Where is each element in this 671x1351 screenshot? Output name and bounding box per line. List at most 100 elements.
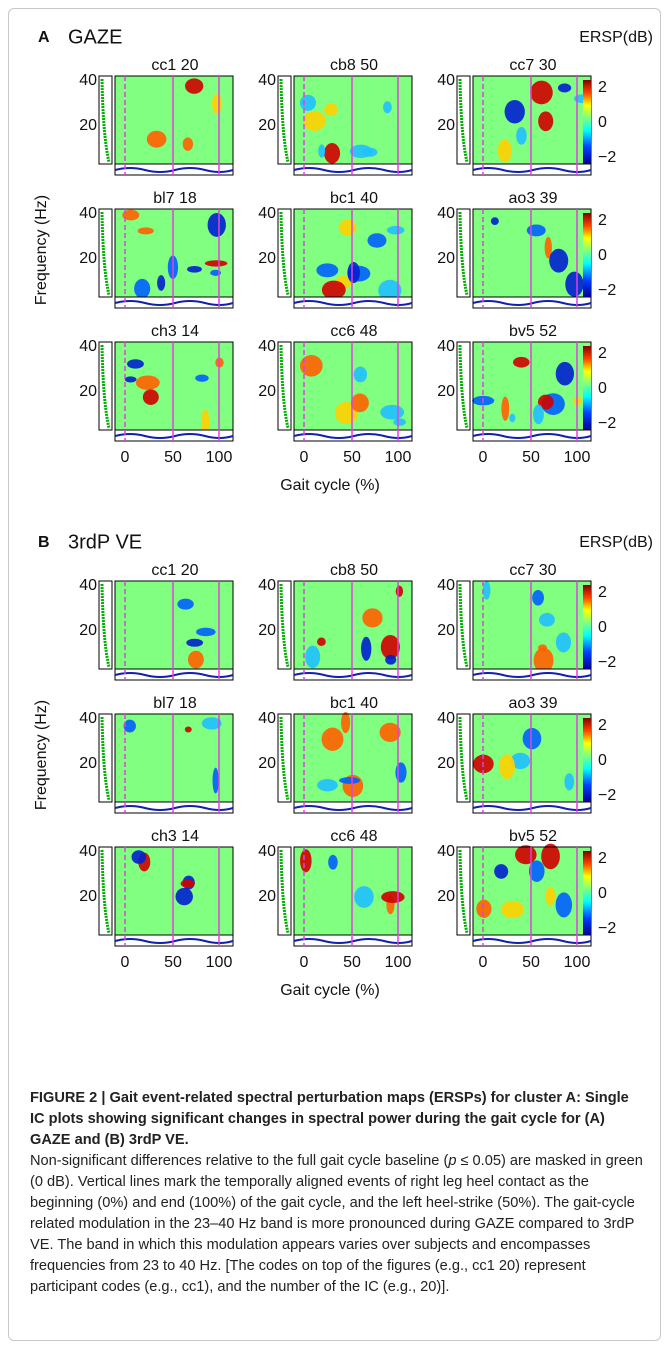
blob — [565, 271, 584, 297]
blob — [196, 627, 216, 637]
blob — [142, 389, 159, 405]
blob — [186, 265, 202, 273]
colorbar-tick-label: −2 — [598, 654, 616, 671]
blob — [177, 598, 194, 610]
colorbar — [583, 346, 591, 430]
x-tick-label: 100 — [385, 954, 412, 971]
blob — [482, 581, 491, 600]
freq-curve — [100, 849, 111, 934]
blob — [381, 891, 405, 903]
event-wave — [472, 805, 592, 811]
blob — [522, 727, 542, 750]
blob — [187, 650, 204, 669]
y-tick-label: 40 — [437, 338, 455, 355]
y-tick-label: 20 — [79, 250, 97, 267]
blob — [555, 361, 574, 386]
unit-label: ERSP(dB) — [579, 534, 653, 551]
event-wave — [114, 672, 234, 678]
blob — [497, 139, 512, 163]
colorbar — [583, 585, 591, 669]
blob — [317, 637, 326, 646]
plot-title: cc1 20 — [151, 562, 198, 579]
blob — [494, 864, 509, 879]
blob — [180, 879, 195, 888]
blob — [538, 644, 548, 652]
blob — [532, 589, 544, 606]
colorbar-tick-label: −2 — [598, 149, 616, 166]
y-tick-label: 40 — [437, 205, 455, 222]
colorbar-tick-label: 2 — [598, 212, 607, 229]
freq-curve — [100, 344, 111, 429]
x-tick-label: 50 — [522, 954, 540, 971]
blob — [362, 608, 383, 628]
plot-title: ch3 14 — [151, 828, 199, 845]
x-tick-label: 50 — [343, 954, 361, 971]
event-wave — [293, 300, 413, 306]
y-tick-label: 40 — [79, 72, 97, 89]
blob — [299, 94, 317, 111]
blob — [350, 393, 369, 413]
x-axis-label: Gait cycle (%) — [280, 477, 380, 494]
y-tick-label: 20 — [437, 383, 455, 400]
blob — [347, 262, 360, 284]
panel-title: 3rdP VE — [68, 531, 142, 553]
plot-title: bc1 40 — [330, 190, 378, 207]
event-wave — [114, 433, 234, 439]
event-wave — [114, 805, 234, 811]
blob — [564, 773, 575, 791]
x-tick-label: 50 — [343, 449, 361, 466]
caption-text: p — [448, 1153, 457, 1169]
y-tick-label: 20 — [258, 888, 276, 905]
y-tick-label: 20 — [437, 622, 455, 639]
blob — [201, 409, 210, 435]
colorbar — [583, 718, 591, 802]
blob — [353, 366, 368, 383]
blob — [555, 892, 573, 918]
plot-title: bc1 40 — [330, 695, 378, 712]
panel-label: A — [38, 29, 50, 46]
y-tick-label: 20 — [79, 117, 97, 134]
x-tick-label: 100 — [206, 449, 233, 466]
colorbar-tick-label: 0 — [598, 380, 607, 397]
colorbar-tick-label: 2 — [598, 345, 607, 362]
y-tick-label: 20 — [437, 888, 455, 905]
plot-title: bv5 52 — [509, 828, 557, 845]
blob — [300, 355, 323, 377]
x-tick-label: 0 — [121, 449, 130, 466]
x-tick-label: 0 — [300, 449, 309, 466]
blob — [212, 93, 222, 115]
caption-title: FIGURE 2 | Gait event-related spectral p… — [30, 1090, 629, 1148]
blob — [328, 854, 338, 870]
blob — [338, 219, 357, 236]
plot-title: cc6 48 — [330, 323, 377, 340]
blob — [321, 727, 344, 751]
plot-title: bl7 18 — [153, 695, 197, 712]
blob — [305, 645, 321, 669]
plot-title: cc7 30 — [509, 562, 556, 579]
caption-text: Non-significant differences relative to … — [30, 1153, 449, 1169]
colorbar-tick-label: 0 — [598, 752, 607, 769]
blob — [157, 275, 166, 291]
blob — [378, 279, 402, 302]
colorbar-tick-label: −2 — [598, 282, 616, 299]
x-tick-label: 50 — [522, 449, 540, 466]
freq-curve — [279, 78, 290, 163]
blob — [300, 849, 312, 873]
y-tick-label: 40 — [79, 577, 97, 594]
heatmap — [473, 581, 591, 669]
event-wave — [293, 167, 413, 173]
blob — [500, 900, 524, 919]
blob — [137, 227, 154, 235]
x-tick-label: 100 — [206, 954, 233, 971]
plot-title: ao3 39 — [509, 695, 558, 712]
y-tick-label: 20 — [79, 888, 97, 905]
y-tick-label: 40 — [437, 843, 455, 860]
blob — [386, 225, 405, 235]
colorbar-tick-label: 0 — [598, 619, 607, 636]
event-wave — [472, 300, 592, 306]
blob — [124, 376, 137, 383]
y-axis-label: Frequency (Hz) — [33, 195, 50, 305]
blob — [544, 236, 552, 259]
freq-curve — [279, 211, 290, 296]
blob — [490, 217, 499, 225]
